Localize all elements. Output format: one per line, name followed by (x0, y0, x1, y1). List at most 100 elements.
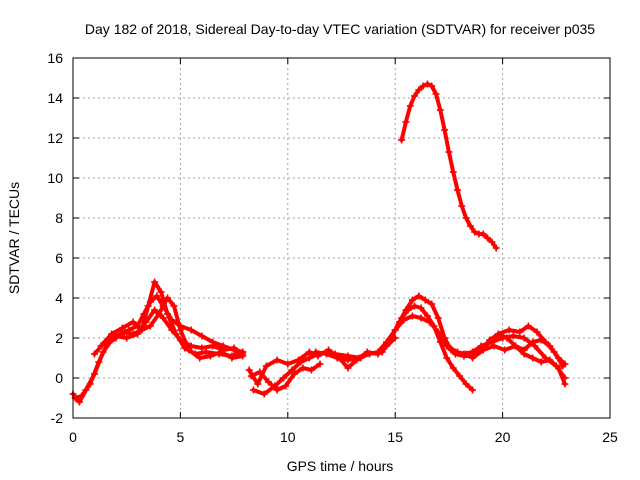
chart-title: Day 182 of 2018, Sidereal Day-to-day VTE… (85, 21, 595, 37)
data-point (312, 348, 320, 356)
data-point (554, 364, 562, 372)
data-point (421, 296, 429, 304)
data-point (505, 326, 513, 334)
data-point (138, 326, 146, 334)
data-point (95, 358, 103, 366)
series-trace (92, 308, 245, 356)
data-point (157, 288, 165, 296)
data-point (462, 380, 470, 388)
data-point (458, 202, 466, 210)
data-point (170, 302, 178, 310)
data-point (479, 346, 487, 354)
data-point (434, 328, 442, 336)
data-point (520, 350, 528, 358)
data-point (550, 348, 558, 356)
data-point (415, 86, 423, 94)
data-point (78, 392, 86, 400)
data-point (151, 306, 159, 314)
data-point (398, 136, 406, 144)
series-track-12 (469, 342, 569, 388)
data-point (164, 294, 172, 302)
data-point (305, 354, 313, 362)
data-point (344, 364, 352, 372)
data-point (198, 332, 206, 340)
data-point (537, 358, 545, 366)
data-point (434, 314, 442, 322)
data-point (415, 292, 423, 300)
data-point (333, 354, 341, 362)
data-point (511, 342, 519, 350)
data-point (516, 328, 524, 336)
data-point (462, 214, 470, 222)
data-point (260, 390, 268, 398)
data-point (406, 102, 414, 110)
data-point (290, 370, 298, 378)
y-tick-label: 4 (55, 290, 63, 306)
data-point (408, 312, 416, 320)
data-point (441, 126, 449, 134)
data-point (153, 292, 161, 300)
data-point (469, 354, 477, 362)
data-point (129, 318, 137, 326)
y-tick-label: 0 (55, 370, 63, 386)
data-point (209, 342, 217, 350)
data-point (449, 168, 457, 176)
data-point (155, 310, 163, 318)
data-point (185, 346, 193, 354)
plot-frame (72, 57, 611, 419)
x-axis-ticks: 0 5 10 15 20 25 (69, 58, 618, 445)
data-point (469, 386, 477, 394)
data-point (529, 338, 537, 346)
data-point (196, 354, 204, 362)
data-point (494, 330, 502, 338)
data-point (168, 326, 176, 334)
data-point (187, 326, 195, 334)
y-tick-label: 16 (47, 50, 63, 66)
x-tick-label: 15 (387, 429, 403, 445)
data-point (365, 350, 373, 358)
data-point (144, 302, 152, 310)
data-point (316, 360, 324, 368)
data-point (419, 82, 427, 90)
data-point (400, 316, 408, 324)
y-tick-label: 14 (47, 90, 63, 106)
data-point (355, 354, 363, 362)
data-point (490, 342, 498, 350)
data-point (456, 372, 464, 380)
y-tick-label: 6 (55, 250, 63, 266)
data-point (426, 318, 434, 326)
data-point (295, 356, 303, 364)
data-point (533, 328, 541, 336)
data-point (559, 362, 567, 370)
x-tick-label: 25 (602, 429, 618, 445)
data-point (561, 380, 569, 388)
data-point (546, 356, 554, 364)
data-point (307, 366, 315, 374)
data-point (273, 386, 281, 394)
data-point (402, 118, 410, 126)
x-axis-label: GPS time / hours (287, 458, 394, 474)
data-point (142, 318, 150, 326)
x-tick-label: 20 (495, 429, 511, 445)
y-tick-label: 8 (55, 210, 63, 226)
data-point (264, 378, 272, 386)
data-point (445, 148, 453, 156)
data-point (284, 360, 292, 368)
data-point (164, 310, 172, 318)
series-track-11 (441, 322, 567, 370)
series-track-4 (97, 294, 247, 362)
data-point (432, 90, 440, 98)
data-point (344, 356, 352, 364)
x-tick-label: 5 (177, 429, 185, 445)
data-point (441, 338, 449, 346)
data-point (387, 334, 395, 342)
y-tick-label: 2 (55, 330, 63, 346)
data-point (230, 344, 238, 352)
data-point (466, 222, 474, 230)
data-point (484, 234, 492, 242)
data-series-layer (69, 80, 569, 406)
series-trace (98, 296, 245, 360)
data-point (159, 314, 167, 322)
data-point (428, 300, 436, 308)
